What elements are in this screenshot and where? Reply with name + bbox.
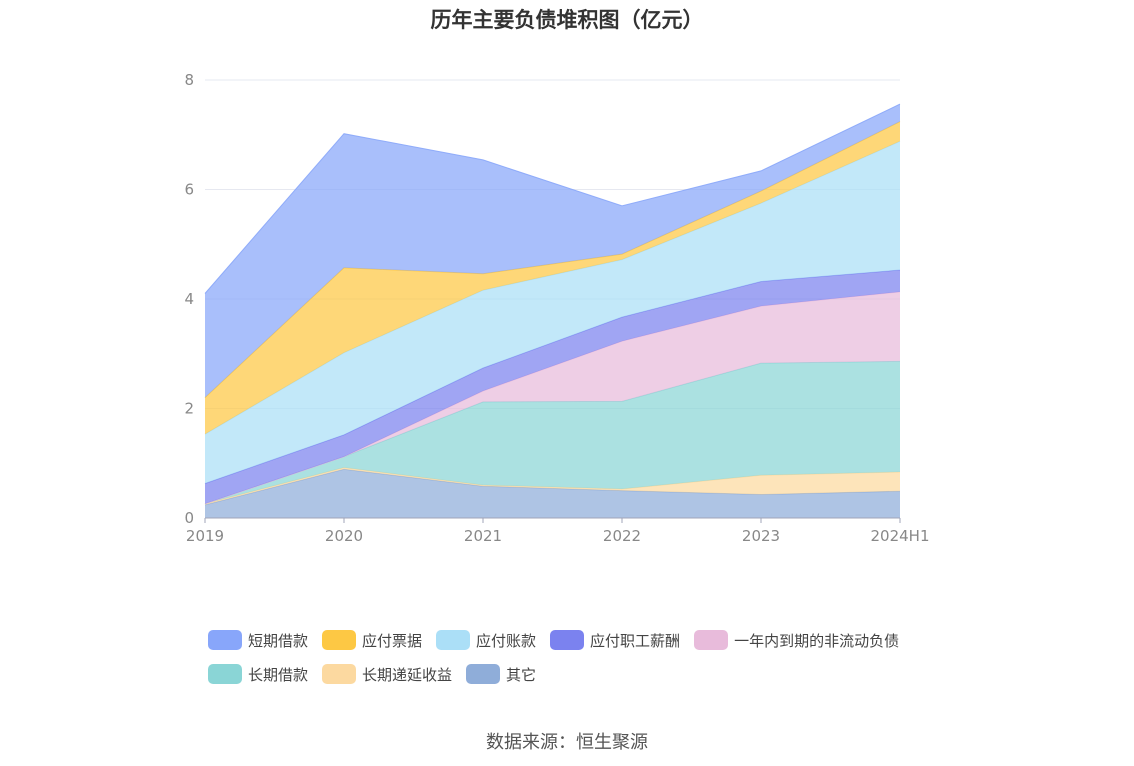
legend-label: 应付账款 [476,631,537,650]
legend-swatch [694,630,729,650]
x-tick-label: 2020 [325,527,363,545]
legend-swatch [466,664,501,684]
area-series-1 [205,467,900,505]
area-series [204,103,901,518]
legend: 短期借款 应付票据 应付账款 应付职工薪酬 一年内到期的非流动负债长期借款 长期递延收益 其… [208,630,948,698]
area-series-edge-7 [204,103,901,294]
area-series-3 [205,291,900,504]
y-tick-label: 8 [184,71,194,89]
legend-label: 短期借款 [248,631,309,650]
axes: 0 2 4 6 8 2019 2020 2021 2022 2023 2024H1 [184,71,929,545]
legend-item[interactable]: 应付票据 [322,630,422,650]
legend-item[interactable]: 长期借款 [208,664,308,684]
area-series-7 [205,104,900,398]
y-tick-label: 4 [184,290,194,308]
legend-label: 应付票据 [362,631,423,650]
legend-item[interactable]: 短期借款 [208,630,308,650]
y-tick-label: 0 [184,509,194,527]
legend-label: 一年内到期的非流动负债 [734,631,900,650]
legend-label: 其它 [506,665,537,684]
y-tick-label: 2 [184,400,194,418]
legend-swatch [208,664,242,684]
area-series-edge-6 [204,121,901,398]
legend-item[interactable]: 一年内到期的非流动负债 [694,630,899,650]
legend-swatch [436,630,471,650]
legend-item[interactable]: 其它 [466,664,536,684]
chart-title: 历年主要负债堆积图（亿元） [430,8,704,32]
legend-swatch [550,630,585,650]
source-note: 数据来源：恒生聚源 [486,732,648,753]
area-series-5 [205,141,900,484]
legend-label: 长期递延收益 [362,665,453,684]
x-tick-label: 2019 [186,527,224,545]
legend-item[interactable]: 应付职工薪酬 [550,630,680,650]
x-tick-label: 2021 [464,527,502,545]
legend-swatch [322,664,357,684]
legend-label: 长期借款 [248,665,309,684]
legend-swatch [322,630,357,650]
y-tick-label: 6 [184,181,194,199]
legend-label: 应付职工薪酬 [590,631,681,650]
legend-item[interactable]: 长期递延收益 [322,664,452,684]
area-series-4 [205,270,900,504]
x-tick-label: 2022 [603,527,641,545]
x-tick-label: 2024H1 [871,527,930,545]
area-series-2 [205,361,900,504]
area-series-0 [205,469,900,518]
x-tick-label: 2023 [742,527,780,545]
legend-item[interactable]: 应付账款 [436,630,536,650]
legend-swatch [208,630,242,650]
area-series-6 [205,121,900,435]
